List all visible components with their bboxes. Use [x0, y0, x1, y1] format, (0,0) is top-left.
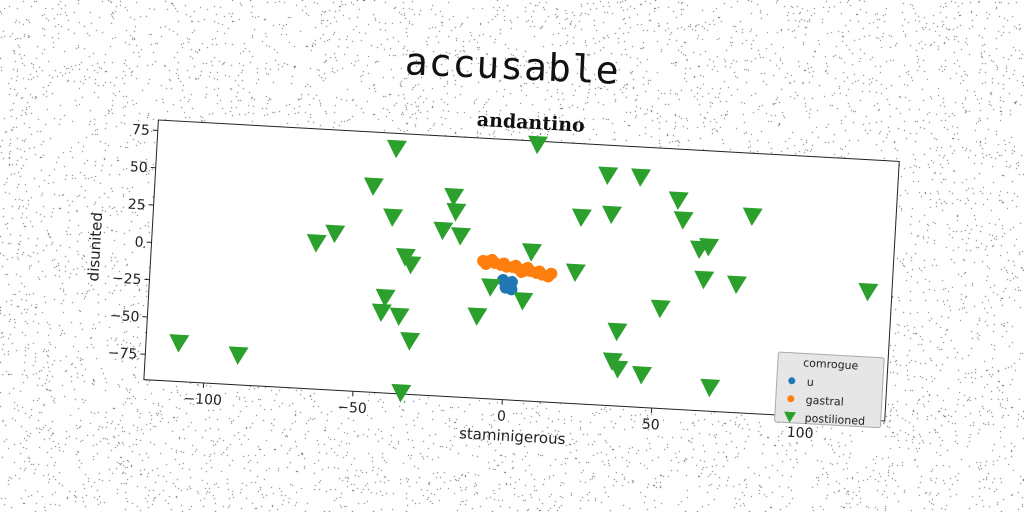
- point-postilioned: [513, 291, 534, 311]
- y-tick-label: −50: [109, 308, 139, 326]
- y-tick-label: 75: [132, 122, 151, 139]
- y-axis-label: disunited: [84, 212, 106, 282]
- point-gastral: [479, 258, 492, 271]
- point-postilioned: [386, 139, 407, 159]
- point-postilioned: [700, 378, 721, 398]
- point-postilioned: [375, 288, 396, 308]
- point-postilioned: [631, 168, 652, 187]
- data-points: [169, 135, 879, 403]
- point-postilioned: [325, 224, 346, 244]
- legend-label-postilioned: postilioned: [804, 412, 865, 428]
- legend-marker-u: [788, 377, 796, 385]
- y-tick-label: −75: [107, 345, 137, 363]
- x-tick-label: 100: [786, 425, 814, 442]
- point-gastral: [515, 266, 528, 279]
- point-postilioned: [401, 255, 422, 275]
- point-postilioned: [306, 234, 327, 253]
- x-tick-label: −50: [337, 399, 367, 417]
- point-postilioned: [228, 346, 249, 365]
- point-postilioned: [608, 360, 629, 379]
- point-postilioned: [632, 365, 653, 385]
- point-postilioned: [451, 227, 471, 246]
- chart-title: andantino: [476, 109, 585, 137]
- point-postilioned: [565, 263, 586, 283]
- point-postilioned: [673, 211, 694, 230]
- legend-box: [774, 351, 885, 429]
- point-postilioned: [668, 191, 689, 210]
- point-postilioned: [169, 334, 190, 353]
- point-postilioned: [571, 208, 592, 227]
- point-u: [499, 281, 512, 294]
- legend-label-gastral: gastral: [805, 394, 844, 409]
- legend-marker-gastral: [787, 395, 795, 403]
- point-postilioned: [858, 282, 879, 302]
- y-tick-label: 0: [134, 234, 144, 250]
- point-postilioned: [650, 299, 671, 319]
- y-tick-label: 25: [127, 197, 146, 214]
- point-postilioned: [522, 243, 543, 262]
- x-axis-label: staminigerous: [459, 424, 566, 448]
- point-postilioned: [607, 322, 628, 342]
- legend-marker-postilioned: [784, 411, 797, 423]
- point-postilioned: [699, 238, 720, 257]
- point-postilioned: [742, 207, 763, 227]
- point-postilioned: [389, 307, 410, 327]
- point-gastral: [497, 257, 510, 270]
- point-postilioned: [444, 187, 465, 207]
- x-tick-label: 0: [496, 408, 506, 424]
- point-gastral: [545, 267, 558, 280]
- y-tick-label: 50: [129, 159, 148, 176]
- point-postilioned: [391, 383, 412, 403]
- point-postilioned: [446, 202, 467, 222]
- point-postilioned: [383, 208, 404, 227]
- legend-title: comrogue: [803, 356, 859, 372]
- legend: comrogue u gastral postilioned: [774, 351, 885, 429]
- point-postilioned: [598, 166, 619, 186]
- point-postilioned: [528, 135, 549, 155]
- legend-label-u: u: [806, 376, 814, 389]
- point-postilioned: [371, 303, 392, 323]
- point-postilioned: [602, 205, 623, 225]
- point-gastral: [533, 265, 546, 278]
- y-axis: 75 50 25 0 −25 −50 −75: [107, 122, 158, 363]
- point-postilioned: [727, 275, 747, 295]
- x-tick-label: 50: [641, 416, 660, 433]
- point-postilioned: [433, 221, 454, 241]
- point-postilioned: [363, 177, 384, 196]
- x-axis: −100 −50 0 50 100: [183, 382, 814, 442]
- x-tick-label: −100: [183, 391, 222, 409]
- y-tick-label: −25: [111, 271, 141, 289]
- point-postilioned: [400, 332, 421, 351]
- point-postilioned: [694, 270, 715, 290]
- point-postilioned: [481, 278, 502, 297]
- point-postilioned: [467, 307, 488, 326]
